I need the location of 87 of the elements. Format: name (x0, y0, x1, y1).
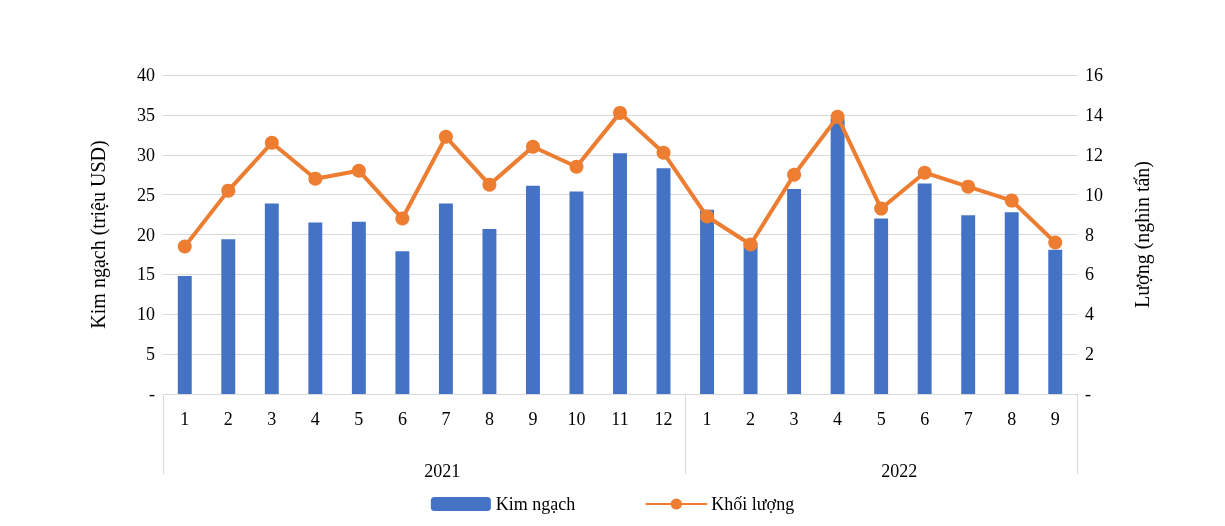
y2-tick-label: 16 (1085, 65, 1103, 85)
bar (787, 189, 802, 394)
y-tick-label: 25 (137, 184, 155, 205)
bar (569, 191, 584, 394)
x-tick-label: 11 (611, 409, 629, 429)
x-tick-label: 7 (963, 409, 973, 429)
bar (830, 118, 845, 394)
point (961, 179, 976, 194)
point (264, 135, 279, 150)
bar (264, 203, 279, 394)
point (743, 237, 758, 252)
y2-axis-title: Lượng (nghìn tấn) (1131, 161, 1154, 308)
bar (917, 183, 932, 394)
x-tick-label: 8 (1007, 409, 1017, 429)
bar (177, 275, 192, 394)
legend-label: Khối lượng (711, 494, 795, 514)
y2-tick-label: 8 (1085, 224, 1094, 245)
x-tick-label: 9 (1050, 409, 1060, 429)
x-tick-label: 2 (746, 409, 756, 429)
x-tick-label: 3 (789, 409, 799, 429)
bar (395, 251, 410, 394)
text: 2021 (424, 461, 461, 481)
y-tick-label: 5 (146, 344, 155, 365)
x-tick-label: 12 (654, 409, 673, 429)
point (1048, 235, 1063, 250)
point (700, 209, 715, 224)
point (525, 139, 540, 154)
y-tick-label: 35 (137, 104, 155, 125)
bar (961, 215, 976, 394)
y2-tick-label: 6 (1085, 264, 1094, 285)
point (830, 109, 845, 124)
bar (525, 185, 540, 394)
text: 2022 (881, 461, 918, 481)
point (569, 159, 584, 174)
bar (700, 209, 715, 394)
bar (308, 222, 323, 394)
x-tick-label: 9 (528, 409, 538, 429)
point (177, 239, 192, 254)
bar (351, 221, 366, 394)
bar (438, 203, 453, 394)
bar (613, 153, 627, 394)
x-tick-label: 3 (267, 409, 277, 429)
x-tick-label: 10 (567, 409, 586, 429)
point (221, 183, 236, 198)
y2-tick-label: 4 (1085, 304, 1094, 325)
x-tick-label: 2 (223, 409, 233, 429)
x-tick-label: 1 (702, 409, 712, 429)
point (874, 201, 889, 216)
point (917, 165, 932, 180)
y-tick-label: 30 (137, 144, 155, 165)
point (656, 145, 671, 160)
x-tick-label: 1 (180, 409, 190, 429)
point (482, 177, 497, 192)
point (351, 163, 366, 178)
point (613, 105, 627, 120)
point (395, 211, 410, 226)
x-tick-label: 7 (441, 409, 451, 429)
y-tick-label: 40 (137, 65, 155, 85)
y2-tick-label: 12 (1085, 144, 1103, 165)
bar (874, 218, 889, 394)
y-tick-label: 20 (137, 224, 155, 245)
bar (221, 239, 236, 394)
bar (1004, 212, 1019, 394)
y2-tick-label: 10 (1085, 184, 1103, 205)
x-tick-label: 5 (354, 409, 364, 429)
bar (482, 228, 497, 394)
y2-tick-label: - (1085, 384, 1091, 404)
point (1004, 193, 1019, 208)
point (308, 171, 323, 186)
y-tick-label: - (149, 384, 155, 404)
bar (743, 242, 758, 394)
x-tick-label: 4 (833, 409, 843, 429)
legend-label: Kim ngạch (495, 494, 576, 514)
y-tick-label: 10 (137, 304, 155, 325)
x-tick-label: 4 (310, 409, 320, 429)
x-tick-label: 6 (397, 409, 407, 429)
bar (1048, 249, 1063, 394)
x-tick-label: 8 (484, 409, 494, 429)
y-tick-label: 15 (137, 264, 155, 285)
point (438, 129, 453, 144)
point (787, 167, 802, 182)
y2-tick-label: 2 (1085, 344, 1094, 365)
y-axis-title: Kim ngạch (triệu USD) (87, 140, 110, 329)
x-tick-label: 5 (876, 409, 886, 429)
bar (656, 168, 671, 394)
x-tick-label: 6 (920, 409, 930, 429)
y2-tick-label: 14 (1085, 104, 1103, 125)
